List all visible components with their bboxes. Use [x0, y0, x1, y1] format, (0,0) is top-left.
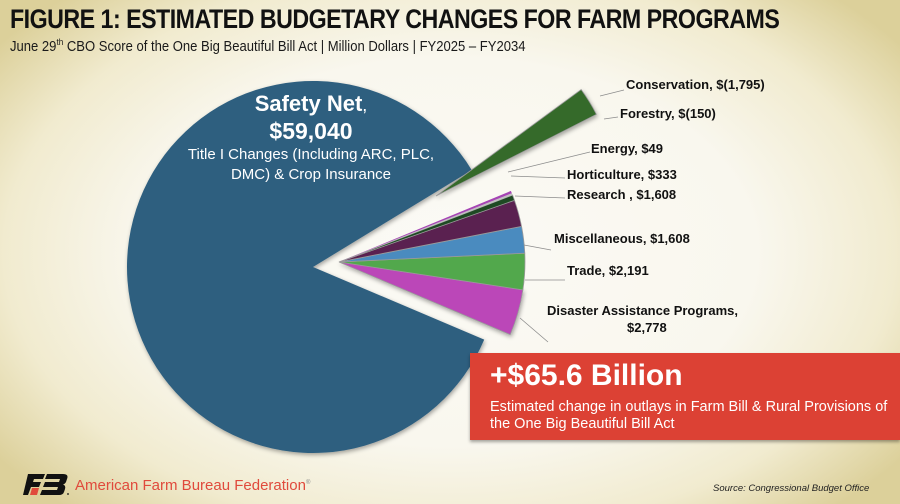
slice-horticulture [338, 194, 515, 263]
safety-net-value: $59,040 [269, 118, 353, 144]
safety-net-name: Safety Net [254, 91, 363, 116]
label-trade: Trade, $2,191 [567, 263, 649, 278]
leader-line-miscellaneous [523, 244, 552, 251]
figure-title: FIGURE 1: ESTIMATED BUDGETARY CHANGES FO… [10, 4, 780, 34]
label-horticulture: Horticulture, $333 [567, 167, 677, 182]
subtitle-details: CBO Score of the One Big Beautiful Bill … [63, 38, 526, 55]
slice-safety-net [127, 81, 485, 454]
leader-line-forestry [603, 116, 619, 120]
label-forestry: Forestry, $(150) [620, 106, 716, 121]
safety-net-label: Safety Net, $59,040 Title I Changes (Inc… [187, 91, 435, 184]
organization-text: American Farm Bureau Federation [75, 477, 306, 494]
label-research: Research , $1,608 [567, 187, 677, 202]
leader-line-conservation [599, 89, 625, 97]
leader-line-disaster-assistance-programs [519, 317, 549, 343]
farm-bureau-logo-icon [23, 474, 69, 495]
source-note: Source: Congressional Budget Office [713, 483, 870, 494]
leader-line-research [514, 195, 566, 199]
figure-subtitle: June 29th CBO Score of the One Big Beaut… [10, 37, 526, 55]
label-disaster-assistance: Disaster Assistance Programs, [547, 303, 739, 318]
leader-line-energy [507, 151, 591, 173]
organization-name: American Farm Bureau Federation® [75, 477, 310, 494]
safety-net-description: Title I Changes (Including ARC, PLC, DMC… [187, 146, 435, 183]
total-banner: +$65.6 Billion Estimated change in outla… [470, 353, 900, 440]
slice-conservation [435, 88, 597, 197]
slice-forestry [339, 190, 512, 262]
label-conservation: Conservation, $(1,795) [626, 77, 765, 92]
total-headline: +$65.6 Billion [490, 359, 683, 392]
subtitle-ordinal: th [56, 37, 64, 47]
total-description: Estimated change in outlays in Farm Bill… [490, 399, 888, 432]
subtitle-date: June 29 [10, 38, 57, 55]
label-disaster-assistance-value: $2,778 [627, 320, 667, 335]
slice-energy [339, 193, 513, 262]
label-energy: Energy, $49 [591, 141, 664, 156]
leader-line-horticulture [510, 175, 566, 179]
label-miscellaneous: Miscellaneous, $1,608 [554, 231, 690, 246]
registered-mark: ® [305, 480, 311, 486]
